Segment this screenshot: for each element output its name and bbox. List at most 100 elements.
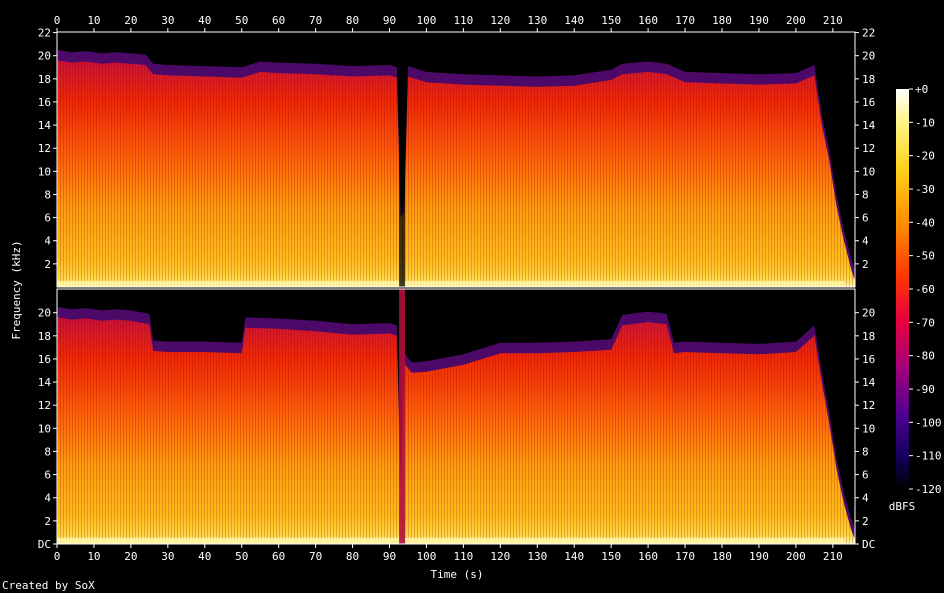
freq-tick-label-right: 10: [862, 422, 875, 435]
freq-tick-label-left: 8: [44, 188, 51, 201]
time-tick-label-top: 90: [383, 14, 396, 27]
time-tick-label-bottom: 100: [417, 550, 437, 563]
time-tick-label-bottom: 20: [124, 550, 137, 563]
channel-2-panel: DC DC 2 2 4 4 6 6 8 8 10 10 12 12 14 14 16 16 18 18 20 20: [38, 288, 876, 551]
time-tick-label-top: 70: [309, 14, 322, 27]
colorbar-label: dBFS: [889, 500, 916, 513]
freq-tick-label-left: 20: [38, 50, 51, 63]
time-tick-label-bottom: 70: [309, 550, 322, 563]
footer-credit: Created by SoX: [2, 579, 95, 592]
freq-tick-label-right: 6: [862, 212, 869, 225]
freq-tick-label-left: 6: [44, 212, 51, 225]
freq-tick-label-left: 10: [38, 165, 51, 178]
freq-tick-label-left: 12: [38, 399, 51, 412]
freq-tick-label-right: 22: [862, 27, 875, 40]
time-tick-label-top: 210: [823, 14, 843, 27]
time-tick-label-top: 10: [87, 14, 100, 27]
freq-tick-label-right: 4: [862, 492, 869, 505]
time-tick-label-top: 110: [453, 14, 473, 27]
channel-1-frame: [56, 31, 856, 288]
time-tick-label-bottom: 200: [786, 550, 806, 563]
freq-tick-label-right: 4: [862, 235, 869, 248]
time-tick-label-bottom: 140: [564, 550, 584, 563]
freq-tick-label-left: 14: [38, 376, 52, 389]
colorbar-tick-label: -80: [915, 350, 935, 363]
channel-2-texture: [57, 317, 855, 544]
freq-tick-label-left: 12: [38, 142, 51, 155]
channel-2-frame: [56, 288, 856, 545]
colorbar-tick-label: -30: [915, 183, 935, 196]
channel-1-low-band: [57, 281, 844, 287]
freq-tick-label-right: 2: [862, 258, 869, 271]
colorbar-tick-label: -20: [915, 150, 935, 163]
colorbar: [896, 89, 909, 489]
freq-tick-label-left: 4: [44, 235, 51, 248]
freq-tick-label-right: DC: [862, 538, 875, 551]
time-tick-label-top: 60: [272, 14, 285, 27]
time-tick-label-bottom: 110: [453, 550, 473, 563]
time-tick-label-bottom: 60: [272, 550, 285, 563]
time-tick-label-bottom: 40: [198, 550, 211, 563]
freq-tick-label-left: DC: [38, 538, 51, 551]
time-tick-label-bottom: 170: [675, 550, 695, 563]
freq-tick-label-right: 12: [862, 142, 875, 155]
freq-tick-label-left: 18: [38, 330, 51, 343]
freq-tick-label-right: 8: [862, 188, 869, 201]
channel-2-low-band: [57, 538, 844, 544]
time-tick-label-top: 20: [124, 14, 137, 27]
time-tick-label-top: 160: [638, 14, 658, 27]
time-tick-label-bottom: 30: [161, 550, 174, 563]
freq-tick-label-right: 18: [862, 73, 875, 86]
time-tick-label-top: 150: [601, 14, 621, 27]
colorbar-tick-label: -70: [915, 316, 935, 329]
time-tick-label-bottom: 90: [383, 550, 396, 563]
freq-tick-label-left: 20: [38, 307, 51, 320]
freq-tick-label-left: 14: [38, 119, 52, 132]
time-tick-label-bottom: 160: [638, 550, 658, 563]
freq-tick-label-right: 16: [862, 353, 875, 366]
channel-1-texture: [57, 60, 855, 287]
time-tick-label-bottom: 10: [87, 550, 100, 563]
freq-tick-label-right: 20: [862, 50, 875, 63]
x-axis-label: Time (s): [431, 568, 484, 581]
freq-tick-label-right: 14: [862, 119, 876, 132]
time-tick-label-top: 40: [198, 14, 211, 27]
time-tick-label-top: 100: [417, 14, 437, 27]
freq-tick-label-left: 8: [44, 445, 51, 458]
colorbar-tick-label: -90: [915, 383, 935, 396]
freq-tick-label-right: 8: [862, 445, 869, 458]
time-axis: 0 0 10 10 20 20 30 30 40 40 50 50 60 60 70 70 80 80 90 90 10…: [54, 14, 843, 563]
freq-tick-label-right: 20: [862, 307, 875, 320]
colorbar-tick-label: -50: [915, 250, 935, 263]
time-tick-label-bottom: 130: [527, 550, 547, 563]
freq-tick-label-right: 2: [862, 515, 869, 528]
freq-tick-label-left: 2: [44, 515, 51, 528]
freq-tick-label-left: 6: [44, 469, 51, 482]
colorbar-tick-label: -40: [915, 216, 935, 229]
freq-tick-label-left: 16: [38, 96, 51, 109]
freq-tick-label-right: 6: [862, 469, 869, 482]
freq-tick-label-left: 10: [38, 422, 51, 435]
freq-tick-label-right: 18: [862, 330, 875, 343]
freq-tick-label-left: 22: [38, 27, 51, 40]
freq-tick-label-left: 16: [38, 353, 51, 366]
time-tick-label-bottom: 180: [712, 550, 732, 563]
colorbar-ticks: +0 -10 -20 -30 -40 -50 -60 -70 -80 -90 -100 -110 -12…: [909, 83, 942, 496]
time-tick-label-top: 0: [54, 14, 61, 27]
colorbar-tick-label: -10: [915, 116, 935, 129]
colorbar-tick-label: -110: [915, 450, 942, 463]
time-tick-label-top: 130: [527, 14, 547, 27]
time-tick-label-bottom: 120: [490, 550, 510, 563]
time-tick-label-top: 140: [564, 14, 584, 27]
freq-tick-label-left: 2: [44, 258, 51, 271]
colorbar-tick-label: -120: [915, 483, 942, 496]
time-tick-label-top: 170: [675, 14, 695, 27]
time-tick-label-top: 200: [786, 14, 806, 27]
freq-tick-label-right: 12: [862, 399, 875, 412]
freq-tick-label-right: 16: [862, 96, 875, 109]
time-tick-label-bottom: 150: [601, 550, 621, 563]
